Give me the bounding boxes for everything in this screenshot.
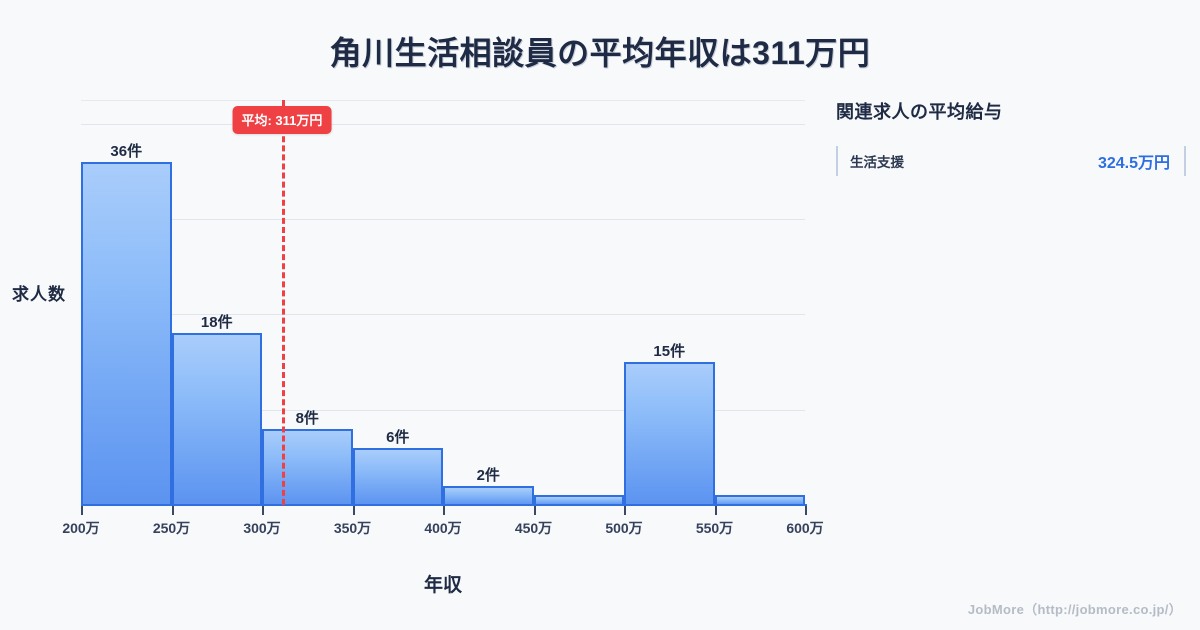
bar-slot[interactable]: 8件 [262,100,353,505]
bar-series: 36件 18件 8件 6件 2件 15件 [81,100,805,505]
bar-slot[interactable] [533,100,624,505]
x-axis-tick [624,506,626,515]
panel-row[interactable]: 生活支援 324.5万円 [836,146,1186,176]
x-axis-tick-label: 300万 [243,520,281,536]
histogram-bar[interactable]: 2件 [443,467,534,505]
bar-value-label: 15件 [653,343,686,361]
x-axis-tick-label: 400万 [424,520,462,536]
x-axis-tick-label: 550万 [695,520,734,536]
gridline-top [81,100,805,101]
x-axis-tick-label: 450万 [514,520,553,536]
bar-value-label: 6件 [386,428,410,446]
bar-slot[interactable]: 15件 [624,100,715,505]
y-axis-title: 求人数 [12,285,66,304]
histogram-bar[interactable]: 15件 [624,343,715,505]
x-axis-ticks [81,506,807,516]
gridline [81,314,805,316]
bar-value-label: 18件 [200,314,233,332]
panel-row-list: 生活支援 324.5万円 [836,146,1186,176]
x-axis-tick [714,506,717,515]
bar-slot[interactable] [714,100,805,505]
histogram-bar[interactable]: 6件 [352,429,443,505]
bar-slot[interactable]: 36件 [81,100,172,505]
x-axis-tick [805,506,807,515]
x-axis-tick [262,506,264,515]
x-axis-tick-label: 200万 [62,520,100,536]
histogram-bar[interactable]: 8件 [262,410,353,505]
x-axis-line [81,504,807,506]
histogram-bar[interactable] [533,495,624,505]
bar-value-label: 8件 [295,409,319,427]
gridline [81,219,805,221]
average-badge: 平均: 311万円 [232,106,332,134]
x-axis-title: 年収 [423,575,462,596]
x-axis-tick [352,506,355,515]
histogram-bar[interactable] [714,495,805,505]
page-title: 角川生活相談員の平均年収は311万円 [329,35,871,71]
panel-title: 関連求人の平均給与 [836,102,1003,122]
panel-row-label: 生活支援 [850,155,904,170]
x-axis-tick [81,506,83,515]
bar-value-label: 36件 [110,142,143,160]
footer-attribution: JobMore（http://jobmore.co.jp/） [967,602,1182,617]
histogram-chart: 36件 18件 8件 6件 2件 15件 200万 250万 300万 350万 400万 450万… [12,100,824,596]
histogram-bar[interactable]: 36件 [81,143,172,505]
x-axis-tick-labels: 200万 250万 300万 350万 400万 450万 500万 550万 600万 [0,518,900,542]
plot-area [81,100,805,505]
panel-row-value: 324.5万円 [1097,155,1170,172]
histogram-bar[interactable]: 18件 [171,314,262,505]
x-axis-tick [533,506,536,515]
bar-slot[interactable]: 18件 [171,100,262,505]
x-axis-tick [443,506,445,515]
bar-slot[interactable]: 2件 [443,100,534,505]
x-axis-tick-label: 500万 [605,520,643,536]
bar-value-label: 2件 [476,466,500,484]
bar-slot[interactable]: 6件 [352,100,443,505]
related-salary-panel: 関連求人の平均給与 生活支援 324.5万円 [836,98,1186,176]
x-axis-tick-label: 250万 [152,520,191,536]
x-axis-tick-label: 350万 [333,520,372,536]
average-line [281,100,285,505]
gridline [81,123,805,125]
gridline [81,409,805,411]
x-axis-tick [171,506,174,515]
x-axis-tick-label: 600万 [786,520,824,536]
